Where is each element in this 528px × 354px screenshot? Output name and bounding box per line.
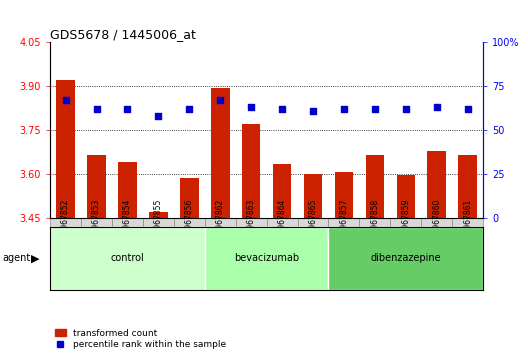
Text: agent: agent	[3, 253, 31, 263]
Text: GSM967858: GSM967858	[370, 199, 380, 245]
Bar	[118, 162, 137, 218]
Legend: transformed count, percentile rank within the sample: transformed count, percentile rank withi…	[55, 329, 226, 349]
Bar	[180, 178, 199, 218]
Bar	[428, 150, 446, 218]
Point	[340, 106, 348, 112]
Bar	[328, 227, 483, 290]
Bar	[143, 218, 174, 227]
Text: GSM967863: GSM967863	[247, 199, 256, 245]
Bar	[50, 227, 205, 290]
Point	[371, 106, 379, 112]
Point	[432, 104, 441, 110]
Point	[464, 106, 472, 112]
Bar	[174, 218, 205, 227]
Text: control: control	[110, 253, 144, 263]
Bar	[81, 218, 112, 227]
Text: dibenzazepine: dibenzazepine	[371, 253, 441, 263]
Text: GSM967860: GSM967860	[432, 199, 441, 245]
Bar	[335, 172, 353, 218]
Bar	[205, 227, 328, 290]
Bar	[235, 218, 267, 227]
Bar	[458, 155, 477, 218]
Bar	[421, 218, 452, 227]
Point	[61, 97, 70, 103]
Text: GSM967864: GSM967864	[278, 199, 287, 245]
Point	[92, 106, 101, 112]
Bar	[211, 88, 230, 218]
Bar	[205, 218, 235, 227]
Text: GSM967855: GSM967855	[154, 199, 163, 245]
Bar	[360, 218, 390, 227]
Bar	[390, 218, 421, 227]
Point	[278, 106, 286, 112]
Text: GSM967852: GSM967852	[61, 199, 70, 245]
Bar	[397, 175, 415, 218]
Point	[247, 104, 256, 110]
Point	[123, 106, 131, 112]
Point	[216, 97, 224, 103]
Bar	[328, 218, 360, 227]
Bar	[50, 218, 81, 227]
Text: GSM967859: GSM967859	[401, 199, 410, 245]
Bar	[304, 174, 322, 218]
Point	[309, 108, 317, 114]
Text: GDS5678 / 1445006_at: GDS5678 / 1445006_at	[50, 28, 196, 41]
Bar	[56, 80, 75, 218]
Point	[185, 106, 194, 112]
Point	[402, 106, 410, 112]
Bar	[242, 124, 260, 218]
Text: bevacizumab: bevacizumab	[234, 253, 299, 263]
Text: GSM967854: GSM967854	[123, 199, 132, 245]
Bar	[365, 155, 384, 218]
Text: GSM967861: GSM967861	[463, 199, 472, 245]
Text: GSM967862: GSM967862	[216, 199, 225, 245]
Bar	[273, 164, 291, 218]
Text: ▶: ▶	[31, 253, 39, 263]
Bar	[112, 218, 143, 227]
Bar	[267, 218, 298, 227]
Text: GSM967853: GSM967853	[92, 199, 101, 245]
Bar	[452, 218, 483, 227]
Bar	[298, 218, 328, 227]
Bar	[149, 212, 168, 218]
Bar	[87, 155, 106, 218]
Text: GSM967865: GSM967865	[308, 199, 317, 245]
Text: GSM967857: GSM967857	[340, 199, 348, 245]
Point	[154, 113, 163, 119]
Text: GSM967856: GSM967856	[185, 199, 194, 245]
